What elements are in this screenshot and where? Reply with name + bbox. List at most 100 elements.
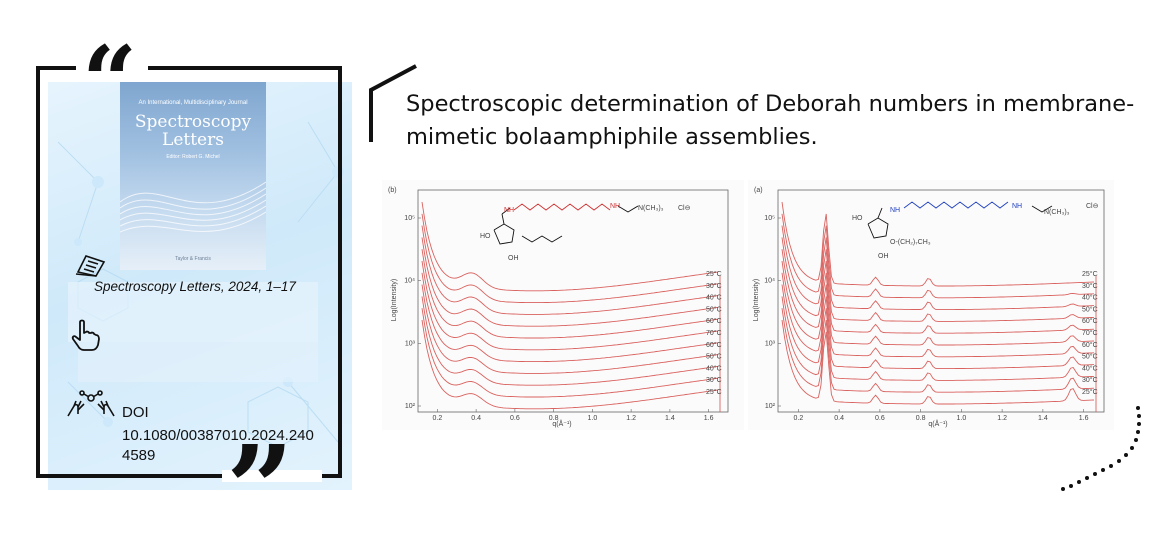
close-quote-icon: ”	[226, 419, 294, 558]
molecule-label: HO	[480, 233, 491, 240]
series-line	[781, 225, 1095, 311]
hands-network-icon	[67, 390, 115, 417]
series-label: 25°C	[706, 270, 722, 278]
y-tick-label: 10⁴	[404, 278, 415, 285]
series-line	[421, 225, 719, 315]
molecule-label: OH	[508, 255, 519, 262]
series-label: 50°C	[706, 305, 722, 313]
series-label: 60°C	[706, 317, 722, 325]
cover-wave-art	[120, 181, 266, 233]
saxs-plot-a: (a) 10⁵ 10⁴ 10³ 10² 0.2 0.4 0.6 0.8 1.0 1.2 1.4 1.6…	[748, 180, 1114, 430]
panel-label: (b)	[388, 187, 397, 194]
series-label: 40°C	[1082, 364, 1098, 372]
x-tick-label: 0.8	[549, 415, 559, 422]
series-line	[421, 296, 719, 386]
series-line	[781, 213, 1095, 299]
series-label: 25°C	[706, 388, 722, 396]
x-tick-label: 1.0	[957, 415, 967, 422]
series-line	[421, 319, 719, 410]
x-tick-label: 1.0	[588, 415, 598, 422]
citation-card-frame	[36, 66, 342, 478]
molecule-label: NH	[504, 207, 514, 214]
x-tick-label: 1.6	[1079, 415, 1089, 422]
series-line	[421, 201, 719, 292]
series-line	[781, 319, 1095, 405]
x-tick-label: 0.8	[916, 415, 926, 422]
cover-tagline: An International, Multidisciplinary Jour…	[138, 100, 248, 106]
series-label: 30°C	[706, 282, 722, 290]
series-line	[421, 284, 719, 374]
journal-cover[interactable]: An International, Multidisciplinary Jour…	[120, 82, 266, 270]
x-tick-label: 1.2	[626, 415, 636, 422]
series-label: 25°C	[1082, 388, 1098, 396]
frame-gap	[76, 62, 148, 74]
molecule-structure	[867, 201, 1053, 239]
series-label: 70°C	[706, 329, 722, 337]
series-label: 50°C	[706, 353, 722, 361]
y-tick-label: 10⁵	[764, 215, 775, 222]
molecule-structure	[493, 203, 639, 245]
series-line	[421, 237, 719, 327]
y-tick-label: 10²	[405, 403, 416, 410]
x-tick-label: 0.4	[834, 415, 844, 422]
series-line	[421, 308, 719, 398]
series-line	[781, 284, 1095, 370]
series-line	[781, 237, 1095, 322]
series-line	[421, 260, 719, 351]
molecule-label: NH	[890, 207, 900, 214]
y-tick-label: 10²	[765, 403, 776, 410]
counterion-label: Cl⊖	[1086, 203, 1099, 210]
cover-title-line1: Spectroscopy	[134, 112, 252, 132]
series-line	[781, 272, 1095, 358]
molecule-label: N(CH₃)₃	[1044, 209, 1070, 216]
series-label: 30°C	[1082, 376, 1098, 384]
doi-label: DOI	[122, 404, 149, 421]
molecule-label: OH	[878, 253, 889, 260]
doi-link[interactable]: 10.1080/00387010.2024.2404589	[122, 427, 314, 465]
frame-gap	[222, 470, 322, 482]
y-axis-label: Log(Intensity)	[391, 279, 398, 321]
series-label: 50°C	[1082, 353, 1098, 361]
x-tick-label: 1.6	[704, 415, 714, 422]
plot-frame	[417, 189, 729, 413]
series-label: 25°C	[1082, 270, 1098, 278]
series-label: 50°C	[1082, 305, 1098, 313]
series-label: 30°C	[1082, 282, 1098, 290]
series-label: 40°C	[706, 364, 722, 372]
molecule-label: NH	[1012, 203, 1022, 210]
hand-pointer-icon	[71, 319, 100, 351]
series-label: 70°C	[1082, 329, 1098, 337]
counterion-label: Cl⊖	[678, 205, 691, 212]
series-line	[421, 249, 719, 339]
plot-frame	[777, 189, 1105, 413]
x-tick-label: 0.6	[510, 415, 520, 422]
series-line	[781, 201, 1095, 287]
series-line	[781, 249, 1095, 334]
series-line	[781, 296, 1095, 381]
series-label: 60°C	[1082, 341, 1098, 349]
newspaper-icon	[75, 255, 106, 277]
series-label: 30°C	[706, 376, 722, 384]
series-label: 40°C	[706, 294, 722, 302]
x-tick-label: 1.4	[1038, 415, 1048, 422]
cover-editor: Editor: Robert G. Michel	[166, 154, 220, 160]
x-tick-label: 1.4	[665, 415, 675, 422]
citation-text[interactable]: Spectroscopy Letters, 2024, 1–17	[94, 279, 296, 294]
title-bracket-decoration	[369, 64, 417, 142]
x-axis-label: q(Å⁻¹)	[552, 419, 571, 428]
y-tick-label: 10⁵	[404, 215, 415, 222]
x-tick-label: 0.2	[794, 415, 804, 422]
molecule-label: NH	[610, 203, 620, 210]
series-label: 60°C	[706, 341, 722, 349]
molecule-label: HO	[852, 215, 863, 222]
series-label: 60°C	[1082, 317, 1098, 325]
molecule-label: O-(CH₂)₇CH₃	[890, 239, 931, 246]
x-tick-label: 1.2	[997, 415, 1007, 422]
x-tick-label: 0.2	[433, 415, 443, 422]
x-tick-label: 0.6	[875, 415, 885, 422]
dotted-curve-decoration	[1061, 406, 1141, 491]
y-tick-label: 10⁴	[764, 278, 775, 285]
network-pattern	[57, 121, 344, 448]
cover-title-line2: Letters	[162, 130, 224, 150]
series-line	[421, 213, 719, 304]
